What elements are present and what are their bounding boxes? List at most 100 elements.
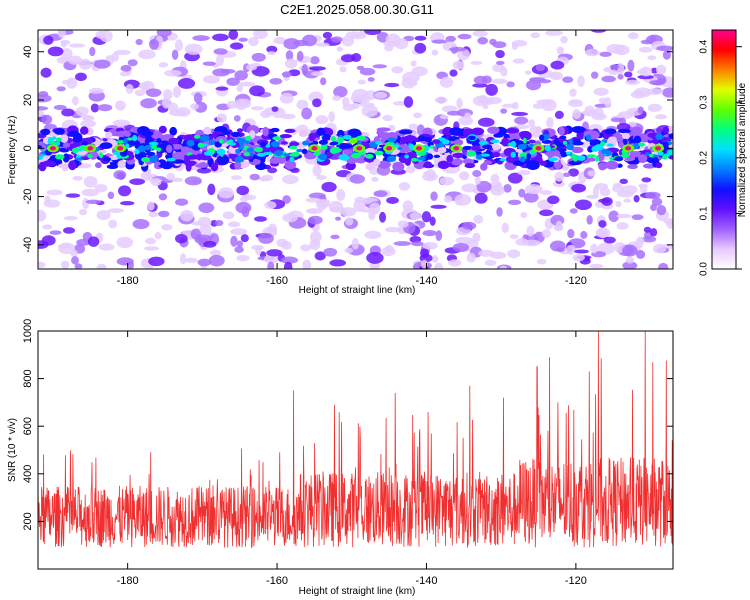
heatmap-cell xyxy=(359,208,378,213)
heatmap-cell xyxy=(544,144,551,152)
heatmap-cell xyxy=(357,141,363,145)
heatmap-cell xyxy=(511,111,528,117)
heatmap-cell xyxy=(423,161,433,169)
heatmap-cell xyxy=(371,176,379,182)
heatmap-cell xyxy=(523,192,539,203)
heatmap-cell xyxy=(310,71,324,77)
heatmap-cell xyxy=(618,128,631,134)
heatmap-cell xyxy=(365,163,375,171)
heatmap-cell xyxy=(197,258,212,267)
y-tick-label: -20 xyxy=(22,189,34,205)
heatmap-cell xyxy=(76,238,91,246)
heatmap-cell xyxy=(82,114,95,122)
heatmap-cell xyxy=(145,134,151,141)
heatmap-cell xyxy=(333,86,348,98)
heatmap-cell xyxy=(535,63,545,72)
heatmap-cell xyxy=(537,79,552,84)
heatmap-cell xyxy=(576,155,586,161)
colorbar: 0.0 0.1 0.2 0.3 0.4 Normalized spectral ampl… xyxy=(699,29,748,276)
heatmap-cell xyxy=(42,224,53,230)
heatmap-cell xyxy=(196,153,203,161)
heatmap-cell xyxy=(75,72,87,82)
y-tick-label: 400 xyxy=(22,465,34,483)
heatmap-cell xyxy=(145,237,156,245)
heatmap-cell xyxy=(175,198,189,206)
heatmap-cell xyxy=(603,236,616,244)
snr-y-axis: 200 400 600 800 1000 xyxy=(22,319,673,531)
heatmap-cell xyxy=(466,150,477,157)
heatmap-cell xyxy=(548,157,558,162)
heatmap-cell xyxy=(148,256,165,267)
y-tick-label: 1000 xyxy=(22,319,34,343)
heatmap-cell xyxy=(562,76,574,83)
heatmap-cell xyxy=(245,135,252,141)
heatmap-cell xyxy=(586,194,599,199)
heatmap-cell xyxy=(229,42,244,50)
heatmap-cell xyxy=(183,134,195,142)
heatmap-cell xyxy=(318,201,331,208)
heatmap-cell xyxy=(222,211,235,220)
heatmap-cell xyxy=(177,78,196,89)
heatmap-cell xyxy=(651,197,663,207)
heatmap-cell xyxy=(448,259,462,267)
heatmap-cell xyxy=(179,253,187,265)
heatmap-cell xyxy=(267,223,278,236)
heatmap-cell xyxy=(38,209,47,222)
heatmap-cell xyxy=(633,194,640,203)
heatmap-cell xyxy=(585,48,600,57)
x-tick-label: -140 xyxy=(415,275,437,287)
heatmap-cell xyxy=(281,71,292,78)
heatmap-cell xyxy=(322,31,333,39)
heatmap-cell xyxy=(239,142,244,147)
heatmap-cell xyxy=(647,55,657,61)
heatmap-cell xyxy=(439,176,455,186)
heatmap-cell xyxy=(279,134,293,139)
heatmap-cell xyxy=(526,79,542,91)
heatmap-cell xyxy=(490,139,500,144)
heatmap-cell xyxy=(589,263,604,269)
heatmap-cell xyxy=(330,234,340,240)
heatmap-cell xyxy=(216,154,230,165)
heatmap-cell xyxy=(382,114,393,122)
heatmap-cell xyxy=(543,134,551,140)
heatmap-cell xyxy=(284,160,297,170)
heatmap-cell xyxy=(116,257,134,266)
heatmap-cell xyxy=(446,110,461,116)
heatmap-cell xyxy=(145,151,156,156)
heatmap-hotspot-core xyxy=(49,146,56,151)
heatmap-cell xyxy=(655,162,663,169)
heatmap-cell xyxy=(617,62,625,75)
heatmap-cell xyxy=(472,169,482,178)
heatmap-hotspot-core xyxy=(87,146,94,151)
heatmap-cell xyxy=(298,129,308,138)
heatmap-cell xyxy=(386,196,399,204)
x-tick-label: -120 xyxy=(565,575,587,587)
heatmap-cell xyxy=(271,106,279,112)
heatmap-cell xyxy=(655,64,667,75)
heatmap-cell xyxy=(63,215,78,221)
heatmap-cell xyxy=(322,134,327,142)
heatmap-cell xyxy=(649,153,654,158)
heatmap-cell xyxy=(619,178,628,185)
heatmap-cell xyxy=(662,50,671,60)
heatmap-cells xyxy=(38,30,673,269)
heatmap-cell xyxy=(99,30,113,43)
heatmap-cell xyxy=(190,228,202,240)
heatmap-cell xyxy=(125,83,134,94)
heatmap-cell xyxy=(263,151,273,156)
heatmap-cell xyxy=(452,242,470,253)
heatmap-cell xyxy=(120,64,132,72)
heatmap-cell xyxy=(239,98,252,109)
heatmap-cell xyxy=(199,224,212,235)
heatmap-cell xyxy=(540,190,552,196)
heatmap-cell xyxy=(169,126,178,136)
heatmap-cell xyxy=(403,96,414,108)
heatmap-cell xyxy=(639,184,648,194)
heatmap-cell xyxy=(601,148,611,155)
heatmap-cell xyxy=(158,193,168,201)
heatmap-cell xyxy=(112,151,122,156)
heatmap-cell xyxy=(253,30,268,39)
heatmap-cell xyxy=(230,235,238,247)
heatmap-cell xyxy=(408,143,414,149)
y-tick-label: -40 xyxy=(22,237,34,253)
